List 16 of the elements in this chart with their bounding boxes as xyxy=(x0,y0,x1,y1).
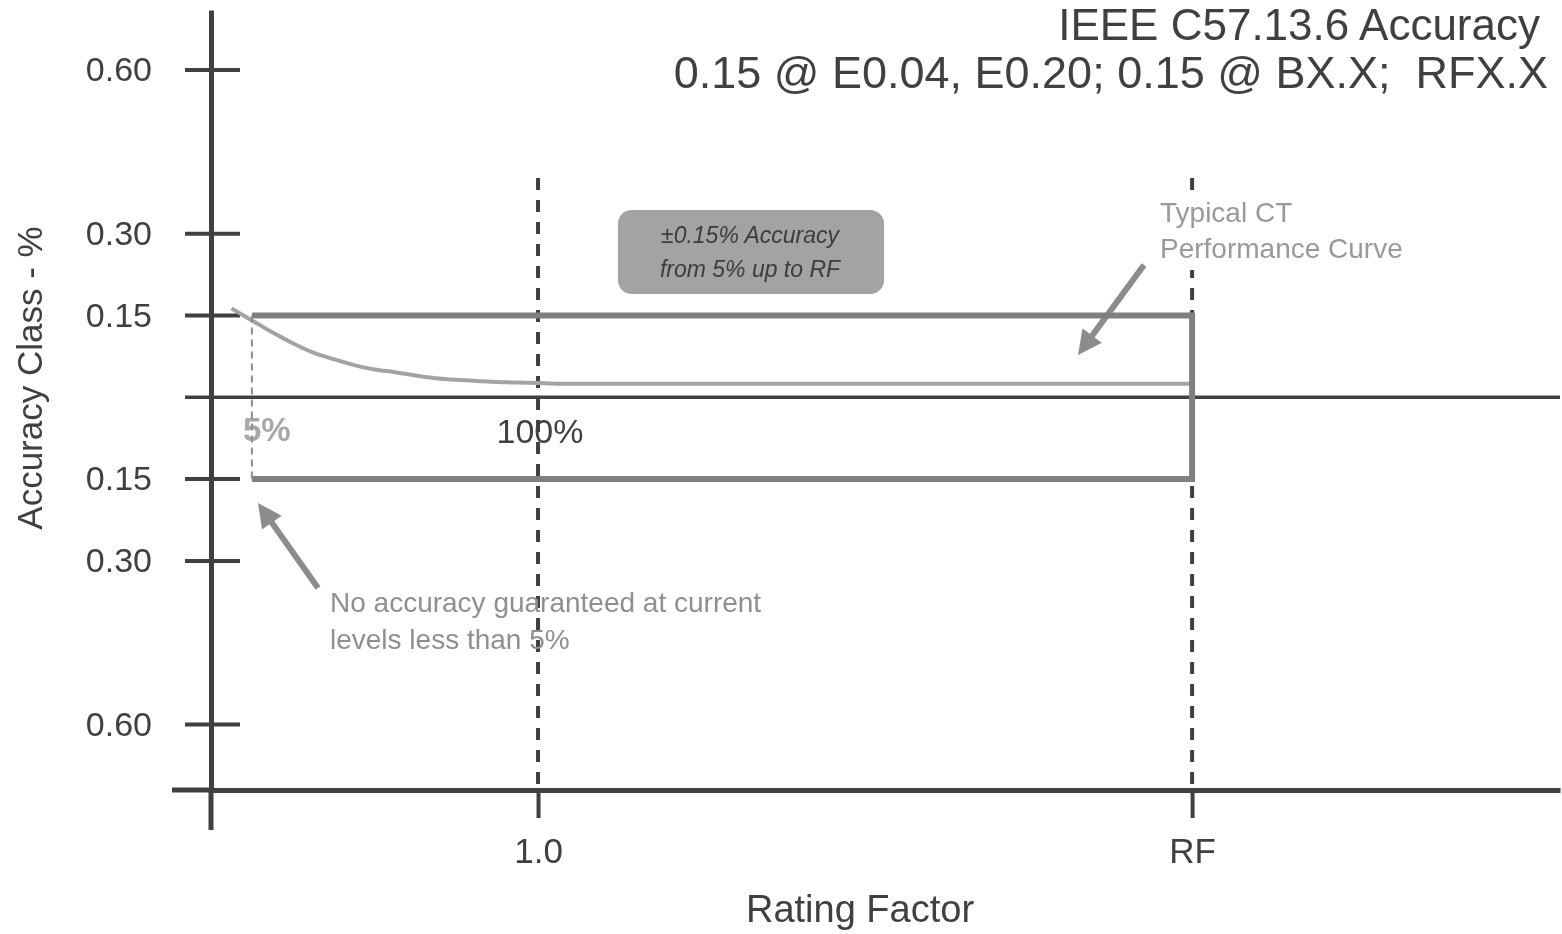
y-tick-label: 0.30 xyxy=(85,541,152,580)
y-tick-label: 0.30 xyxy=(85,214,152,253)
annotation: Typical CT Performance Curve xyxy=(1160,197,1403,264)
x-tick-label: RF xyxy=(1169,830,1216,870)
x-axis-title: Rating Factor xyxy=(745,888,975,930)
chart-title: IEEE C57.13.6 Accuracy xyxy=(1058,0,1540,49)
y-tick-label: 0.15 xyxy=(85,295,152,334)
annotation: No accuracy guaranteed at current levels less than 5% xyxy=(330,587,762,655)
y-tick-label: 0.15 xyxy=(85,459,152,498)
y-axis-title: Accuracy Class - % xyxy=(10,226,49,530)
annotation: ±0.15% Accuracy from 5% up to RF xyxy=(659,222,843,282)
x-tick-label: 1.0 xyxy=(514,830,563,870)
y-tick-label: 0.60 xyxy=(85,704,152,743)
y-tick-label: 0.60 xyxy=(85,50,152,89)
annotation: 100% xyxy=(496,412,584,450)
annotation: 5% xyxy=(243,411,291,449)
